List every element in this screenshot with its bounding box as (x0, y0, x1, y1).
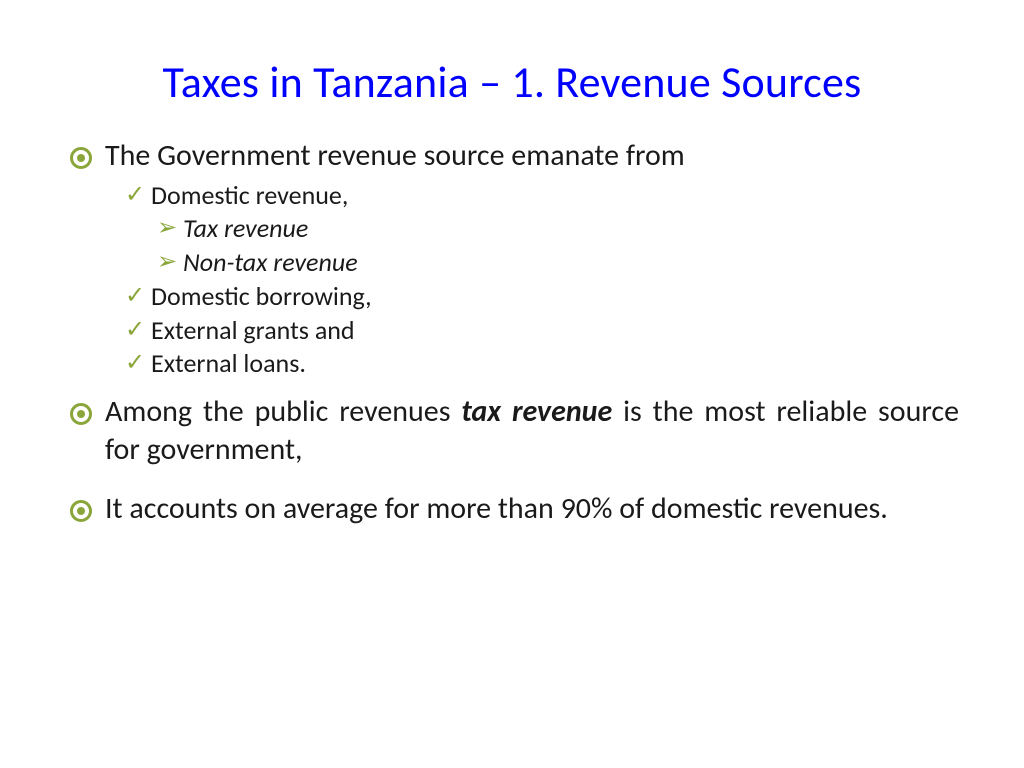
bullet-level1: The Government revenue source emanate fr… (65, 137, 959, 175)
bullet-level2: ✓ Domestic borrowing, (125, 280, 959, 314)
bullet-text: External grants and (151, 314, 355, 348)
bullet-text: It accounts on average for more than 90%… (105, 490, 959, 528)
check-icon: ✓ (125, 280, 145, 311)
text-segment: Among the public revenues (105, 393, 461, 430)
bullet-level1: It accounts on average for more than 90%… (65, 490, 959, 528)
arrow-icon: ➢ (157, 212, 177, 243)
text-bold-segment: tax revenue (461, 393, 612, 430)
check-icon: ✓ (125, 347, 145, 378)
slide-title: Taxes in Tanzania – 1. Revenue Sources (65, 55, 959, 109)
bullet-text: Among the public revenues tax revenue is… (105, 393, 959, 468)
target-bullet-icon (65, 490, 97, 528)
target-bullet-icon (65, 137, 97, 175)
bullet-level1: Among the public revenues tax revenue is… (65, 393, 959, 468)
bullet-level3: ➢ Non-tax revenue (157, 246, 959, 280)
bullet-text: Non-tax revenue (183, 246, 358, 280)
bullet-level2: ✓ Domestic revenue, (125, 179, 959, 213)
bullet-text: The Government revenue source emanate fr… (105, 137, 959, 175)
bullet-level2: ✓ External loans. (125, 347, 959, 381)
bullet-text: Domestic revenue, (151, 179, 348, 213)
bullet-text: External loans. (151, 347, 306, 381)
bullet-level2: ✓ External grants and (125, 314, 959, 348)
bullet-text: Tax revenue (183, 212, 308, 246)
target-bullet-icon (65, 393, 97, 431)
bullet-level3: ➢ Tax revenue (157, 212, 959, 246)
arrow-icon: ➢ (157, 246, 177, 277)
bullet-text: Domestic borrowing, (151, 280, 372, 314)
check-icon: ✓ (125, 314, 145, 345)
check-icon: ✓ (125, 179, 145, 210)
